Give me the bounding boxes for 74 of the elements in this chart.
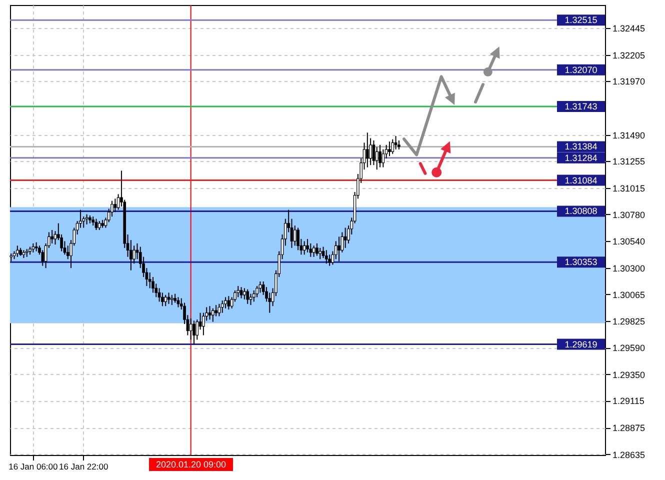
y-tick-label: 1.31255 bbox=[612, 156, 646, 167]
candlestick bbox=[316, 242, 318, 256]
candlestick bbox=[258, 280, 262, 294]
candlestick bbox=[302, 240, 306, 256]
y-tick-label: 1.29115 bbox=[612, 396, 644, 406]
candlestick bbox=[16, 245, 19, 258]
y-tick-label: 1.32205 bbox=[612, 50, 646, 60]
ref-line-label: 1.31084 bbox=[564, 175, 598, 186]
candlestick bbox=[208, 306, 212, 320]
candlestick bbox=[243, 288, 246, 300]
ref-line-label: 1.32515 bbox=[564, 15, 598, 26]
candlestick bbox=[388, 141, 391, 157]
candlestick bbox=[189, 318, 192, 340]
candlestick bbox=[132, 245, 136, 264]
x-tick-label: 16 Jan 06:00 bbox=[8, 462, 58, 472]
candlestick bbox=[212, 308, 214, 322]
candlestick bbox=[382, 148, 385, 168]
candlestick bbox=[252, 290, 256, 302]
candlestick bbox=[176, 296, 180, 308]
candlestick bbox=[41, 250, 44, 266]
y-tick-label: 1.28875 bbox=[612, 423, 646, 434]
ref-line-label: 1.29619 bbox=[564, 339, 598, 350]
y-tick-label: 1.30065 bbox=[612, 290, 646, 300]
candlestick bbox=[164, 294, 168, 307]
candlestick bbox=[114, 198, 117, 213]
candlestick bbox=[152, 276, 154, 294]
candlestick bbox=[391, 138, 394, 154]
ref-line-label: 1.30808 bbox=[564, 206, 598, 216]
candlestick bbox=[192, 320, 196, 345]
candlestick bbox=[309, 242, 312, 258]
candlestick bbox=[50, 230, 54, 244]
candlestick bbox=[318, 247, 322, 260]
x-tick-label: 2020.01.20 09:00 bbox=[156, 460, 226, 470]
candlestick bbox=[236, 285, 240, 298]
candlestick bbox=[227, 296, 230, 310]
y-tick-label: 1.31015 bbox=[612, 184, 646, 194]
candlestick bbox=[394, 135, 398, 150]
y-tick-label: 1.31490 bbox=[612, 130, 646, 140]
y-tick-label: 1.28635 bbox=[612, 450, 646, 460]
candlestick bbox=[148, 272, 152, 289]
candlestick bbox=[161, 292, 164, 307]
candlestick bbox=[293, 225, 296, 246]
ref-line-label: 1.31284 bbox=[564, 152, 598, 163]
candlestick bbox=[246, 288, 249, 304]
y-tick-label: 1.29350 bbox=[612, 370, 646, 380]
candlestick bbox=[296, 227, 300, 251]
ref-line-label: 1.32070 bbox=[564, 64, 598, 75]
candlestick bbox=[170, 294, 174, 306]
y-tick-label: 1.30300 bbox=[612, 264, 646, 274]
ref-line-label: 1.30353 bbox=[564, 257, 598, 268]
candlestick bbox=[214, 304, 218, 317]
candlestick bbox=[66, 245, 70, 260]
x-tick-label: 16 Jan 22:00 bbox=[59, 462, 108, 472]
candlestick bbox=[220, 300, 224, 314]
candlestick bbox=[372, 140, 376, 166]
y-tick-label: 1.29825 bbox=[612, 316, 646, 327]
candlestick bbox=[328, 254, 331, 266]
y-tick-label: 1.31970 bbox=[612, 76, 646, 87]
y-tick-label: 1.29590 bbox=[612, 343, 646, 354]
candlestick bbox=[378, 144, 382, 168]
y-tick-label: 1.30540 bbox=[612, 236, 646, 247]
candlestick bbox=[344, 227, 347, 248]
candlestick bbox=[338, 236, 340, 262]
ref-line-label: 1.31743 bbox=[564, 102, 598, 112]
y-tick-label: 1.32445 bbox=[612, 23, 646, 34]
candlestick bbox=[366, 132, 369, 168]
candlestick bbox=[240, 286, 243, 299]
ref-line-label: 1.31384 bbox=[564, 142, 598, 152]
candlestick bbox=[256, 285, 258, 298]
candlestick bbox=[306, 238, 309, 253]
candlestick bbox=[375, 146, 378, 170]
y-tick-label: 1.30780 bbox=[612, 210, 646, 220]
candlestick bbox=[224, 296, 227, 309]
candlestick bbox=[325, 250, 328, 264]
